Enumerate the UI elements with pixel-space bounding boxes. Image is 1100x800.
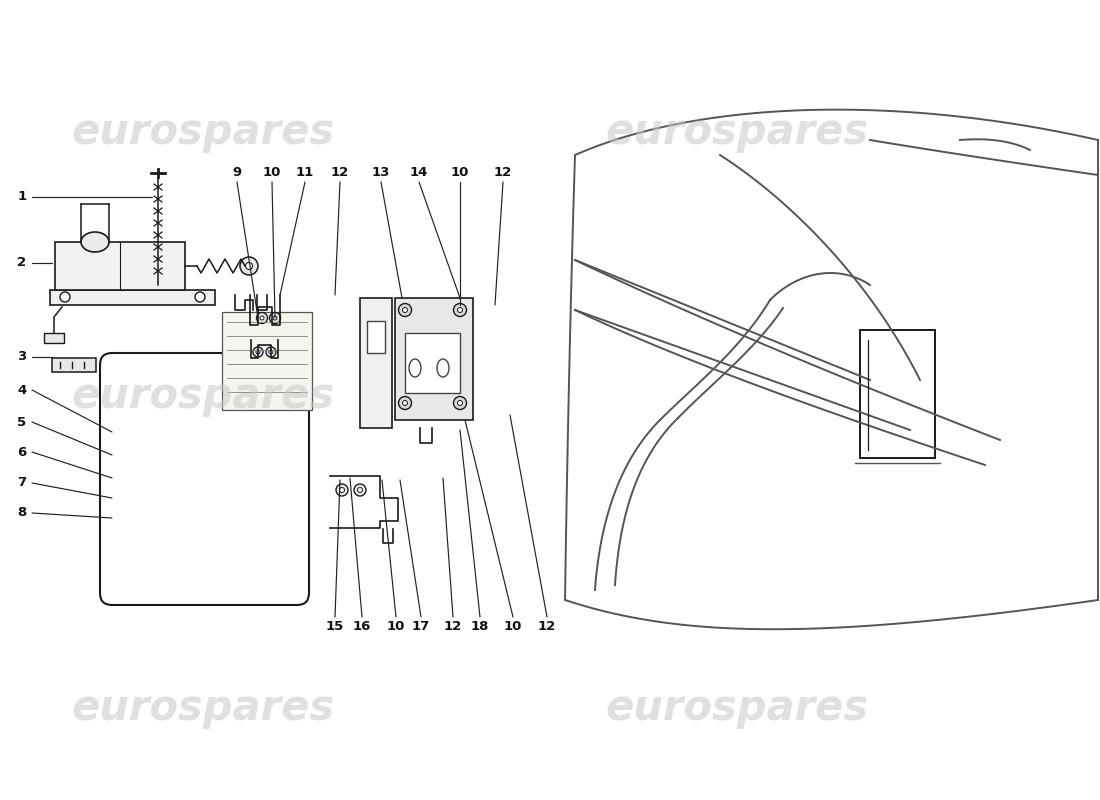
Circle shape [260,316,264,320]
Text: 10: 10 [504,621,522,634]
Bar [395,298,473,420]
Circle shape [458,307,462,313]
Circle shape [256,313,267,323]
Text: 3: 3 [18,350,26,363]
Circle shape [195,292,205,302]
Bar [367,321,385,353]
Text: 12: 12 [444,621,462,634]
Text: 2: 2 [18,257,26,270]
Circle shape [253,347,263,357]
Bar [44,333,64,343]
Bar [55,242,185,290]
Text: 6: 6 [18,446,26,458]
Circle shape [358,487,363,493]
Text: eurospares: eurospares [605,111,869,153]
Text: eurospares: eurospares [72,687,336,729]
Circle shape [336,484,348,496]
Text: 5: 5 [18,415,26,429]
FancyBboxPatch shape [100,353,309,605]
Circle shape [270,313,280,323]
Text: eurospares: eurospares [72,111,336,153]
Text: eurospares: eurospares [72,375,336,417]
Ellipse shape [437,359,449,377]
Text: 18: 18 [471,621,490,634]
Text: eurospares: eurospares [605,687,869,729]
Text: 10: 10 [263,166,282,178]
Bar [222,312,312,410]
Text: 1: 1 [18,190,26,203]
Circle shape [256,350,260,354]
Bar [860,330,935,458]
Circle shape [458,401,462,406]
Circle shape [266,347,276,357]
Circle shape [354,484,366,496]
Text: 13: 13 [372,166,390,178]
Text: 10: 10 [451,166,470,178]
Ellipse shape [409,359,421,377]
Text: 12: 12 [494,166,513,178]
Circle shape [403,401,407,406]
Ellipse shape [81,232,109,252]
Circle shape [60,292,70,302]
Text: 16: 16 [353,621,371,634]
Text: 9: 9 [232,166,242,178]
Circle shape [453,303,466,317]
Text: 14: 14 [410,166,428,178]
Text: 12: 12 [331,166,349,178]
Text: 8: 8 [18,506,26,519]
Text: 17: 17 [411,621,430,634]
Circle shape [453,397,466,410]
Circle shape [398,397,411,410]
Circle shape [403,307,407,313]
Circle shape [245,262,253,270]
Circle shape [240,257,258,275]
Text: 7: 7 [18,477,26,490]
Text: 10: 10 [387,621,405,634]
Circle shape [270,350,273,354]
Text: 4: 4 [18,383,26,397]
Text: 11: 11 [296,166,315,178]
Bar [405,333,460,393]
Circle shape [398,303,411,317]
Circle shape [340,487,344,493]
Bar [360,298,392,428]
Bar [50,290,215,305]
Bar [52,358,96,372]
Text: 12: 12 [538,621,557,634]
Text: 15: 15 [326,621,344,634]
Circle shape [273,316,277,320]
